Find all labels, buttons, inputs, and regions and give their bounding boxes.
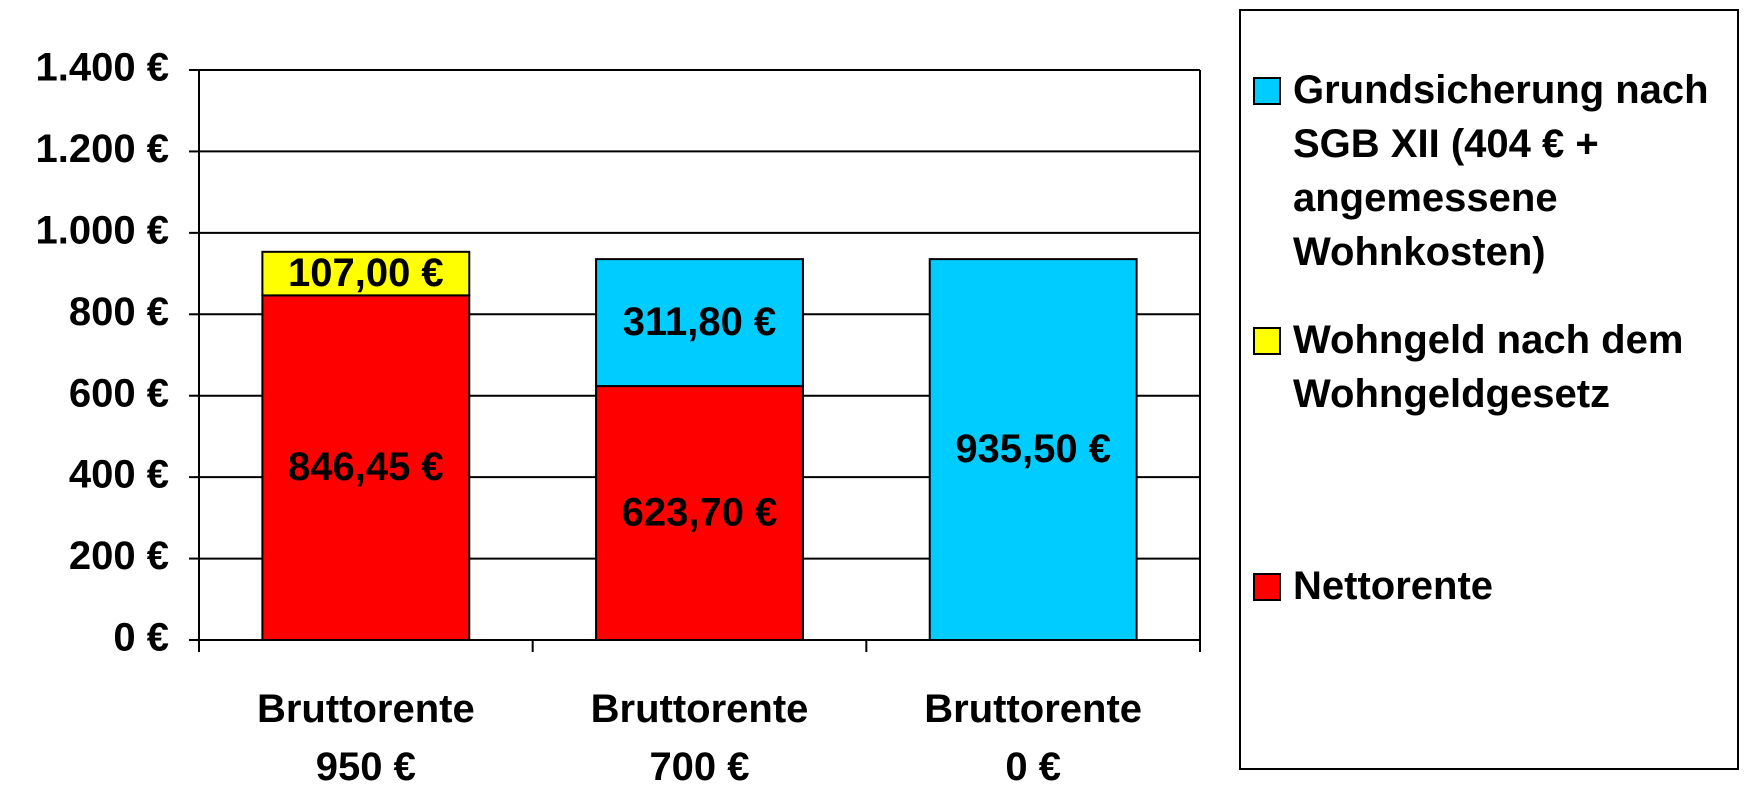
- legend-swatch: [1253, 327, 1281, 355]
- value-label: 623,70 €: [622, 491, 778, 535]
- value-label: 311,80 €: [623, 300, 777, 344]
- y-tick-label: 400 €: [69, 453, 169, 497]
- y-tick-label: 1.000 €: [36, 208, 169, 252]
- value-label: 846,45 €: [288, 445, 444, 489]
- legend-entry: Wohngeld nach dem Wohngeldgesetz: [1253, 313, 1733, 421]
- bar-segment: [261, 250, 471, 297]
- bar-segment: [928, 258, 1138, 641]
- legend: Grundsicherung nach SGB XII (404 € + ang…: [1239, 9, 1739, 770]
- x-tick-label: Bruttorente 950 €: [257, 687, 475, 788]
- bar-segment: [595, 258, 804, 388]
- value-label: 935,50 €: [955, 427, 1111, 471]
- legend-swatch: [1253, 77, 1281, 105]
- y-tick-label: 1.400 €: [36, 46, 169, 90]
- legend-label: Wohngeld nach dem Wohngeldgesetz: [1293, 318, 1684, 416]
- y-tick-label: 0 €: [113, 616, 169, 660]
- bar-segment: [261, 294, 471, 641]
- legend-entry: Nettorente: [1253, 559, 1733, 613]
- x-tick-label: Bruttorente 700 €: [591, 687, 809, 788]
- legend-label: Grundsicherung nach SGB XII (404 € + ang…: [1293, 68, 1709, 274]
- y-tick-label: 800 €: [69, 290, 169, 334]
- legend-entry: Grundsicherung nach SGB XII (404 € + ang…: [1253, 63, 1733, 279]
- y-tick-label: 200 €: [69, 534, 169, 578]
- y-tick-label: 600 €: [69, 371, 169, 415]
- bar-segment: [595, 385, 804, 641]
- legend-swatch: [1253, 573, 1281, 601]
- legend-label: Nettorente: [1293, 564, 1494, 608]
- value-label: 107,00 €: [288, 251, 444, 295]
- x-tick-label: Bruttorente 0 €: [924, 687, 1142, 788]
- y-tick-label: 1.200 €: [36, 127, 169, 171]
